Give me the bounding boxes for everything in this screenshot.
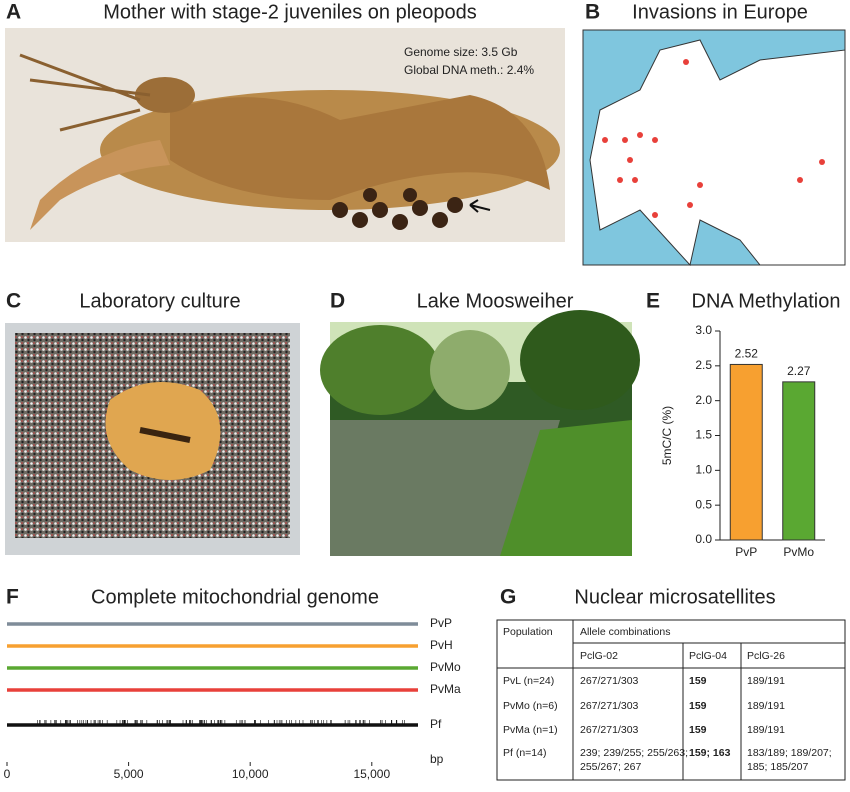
table-cell: 189/191 — [747, 675, 785, 687]
table-subheader: PclG-26 — [747, 650, 785, 662]
x-tick-label: 0 — [4, 767, 11, 781]
value-label: 2.52 — [735, 347, 759, 361]
table-cell: PvL (n=24) — [503, 675, 554, 687]
panel-title: Mother with stage-2 juveniles on pleopod… — [103, 1, 477, 23]
track-chart: F Complete mitochondrial genome PvP PvH PvMo… — [4, 586, 461, 782]
track-label: PvH — [430, 638, 453, 652]
panel-letter: F — [6, 586, 19, 609]
table-header: Allele combinations — [580, 626, 670, 638]
x-axis-label: bp — [430, 752, 444, 766]
panel-letter: A — [6, 1, 21, 24]
value-label: 2.27 — [787, 364, 811, 378]
europe-map — [582, 29, 846, 267]
table-cell: PvMo (n=6) — [503, 700, 558, 712]
table-cell: 183/189; 189/207; — [747, 747, 832, 759]
table-cell: 185; 185/207 — [747, 761, 808, 773]
table-cell: Pf (n=14) — [503, 747, 546, 759]
table-cell: PvMa (n=1) — [503, 724, 558, 736]
y-tick-label: 0.0 — [695, 532, 712, 546]
panel-title: Lake Moosweiher — [417, 290, 574, 312]
x-tick-label: PvMo — [783, 545, 814, 559]
table-cell: 159 — [689, 675, 707, 687]
x-tick-label: 10,000 — [232, 767, 269, 781]
x-tick-label: PvP — [735, 545, 757, 559]
table-cell: 159 — [689, 724, 707, 736]
table-cell: 267/271/303 — [580, 700, 639, 712]
panel-title: Nuclear microsatellites — [574, 586, 775, 608]
chart-title: Complete mitochondrial genome — [91, 586, 379, 608]
bar — [729, 363, 763, 541]
annotation: Genome size: 3.5 Gb — [404, 45, 518, 59]
track-label: PvMo — [430, 660, 461, 674]
bar — [782, 381, 816, 541]
track-label: PvP — [430, 616, 452, 630]
table-cell: 267/271/303 — [580, 675, 639, 687]
y-tick-label: 2.5 — [695, 358, 712, 372]
table-cell: 189/191 — [747, 700, 785, 712]
table-cell: 159; 163 — [689, 747, 731, 759]
y-tick-label: 1.5 — [695, 428, 712, 442]
panel-letter: D — [330, 290, 345, 313]
panel-title: Laboratory culture — [79, 290, 240, 312]
lake-photo — [320, 310, 640, 556]
table — [496, 619, 846, 781]
y-tick-label: 0.5 — [695, 497, 712, 511]
y-tick-label: 1.0 — [695, 463, 712, 477]
x-tick-label: 15,000 — [353, 767, 390, 781]
table-subheader: PclG-04 — [689, 650, 727, 662]
x-tick-label: 5,000 — [114, 767, 144, 781]
panel-letter: C — [6, 290, 21, 313]
y-axis-label: 5mC/C (%) — [660, 406, 674, 465]
table-cell: 255/267; 267 — [580, 761, 641, 773]
annotation: Global DNA meth.: 2.4% — [404, 63, 534, 77]
chart-title: DNA Methylation — [692, 290, 841, 312]
table-cell: 189/191 — [747, 724, 785, 736]
panel-letter: G — [500, 586, 516, 609]
y-tick-label: 2.0 — [695, 393, 712, 407]
panel-title: Invasions in Europe — [632, 1, 808, 23]
table-cell: 239; 239/255; 255/263; — [580, 747, 688, 759]
table-header: Population — [503, 626, 553, 638]
panel-letter: B — [585, 1, 600, 24]
track-label: Pf — [430, 717, 442, 731]
table-cell: 159 — [689, 700, 707, 712]
table-subheader: PclG-02 — [580, 650, 618, 662]
bar-chart: E DNA Methylation 5mC/C (%) 0.0 0.5 1.0 1.5 2.0… — [646, 290, 840, 560]
panel-letter: E — [646, 290, 660, 313]
culture-photo — [5, 323, 300, 555]
y-tick-label: 3.0 — [695, 323, 712, 337]
track-label: PvMa — [430, 682, 461, 696]
table-cell: 267/271/303 — [580, 724, 639, 736]
crayfish-photo — [5, 28, 565, 242]
